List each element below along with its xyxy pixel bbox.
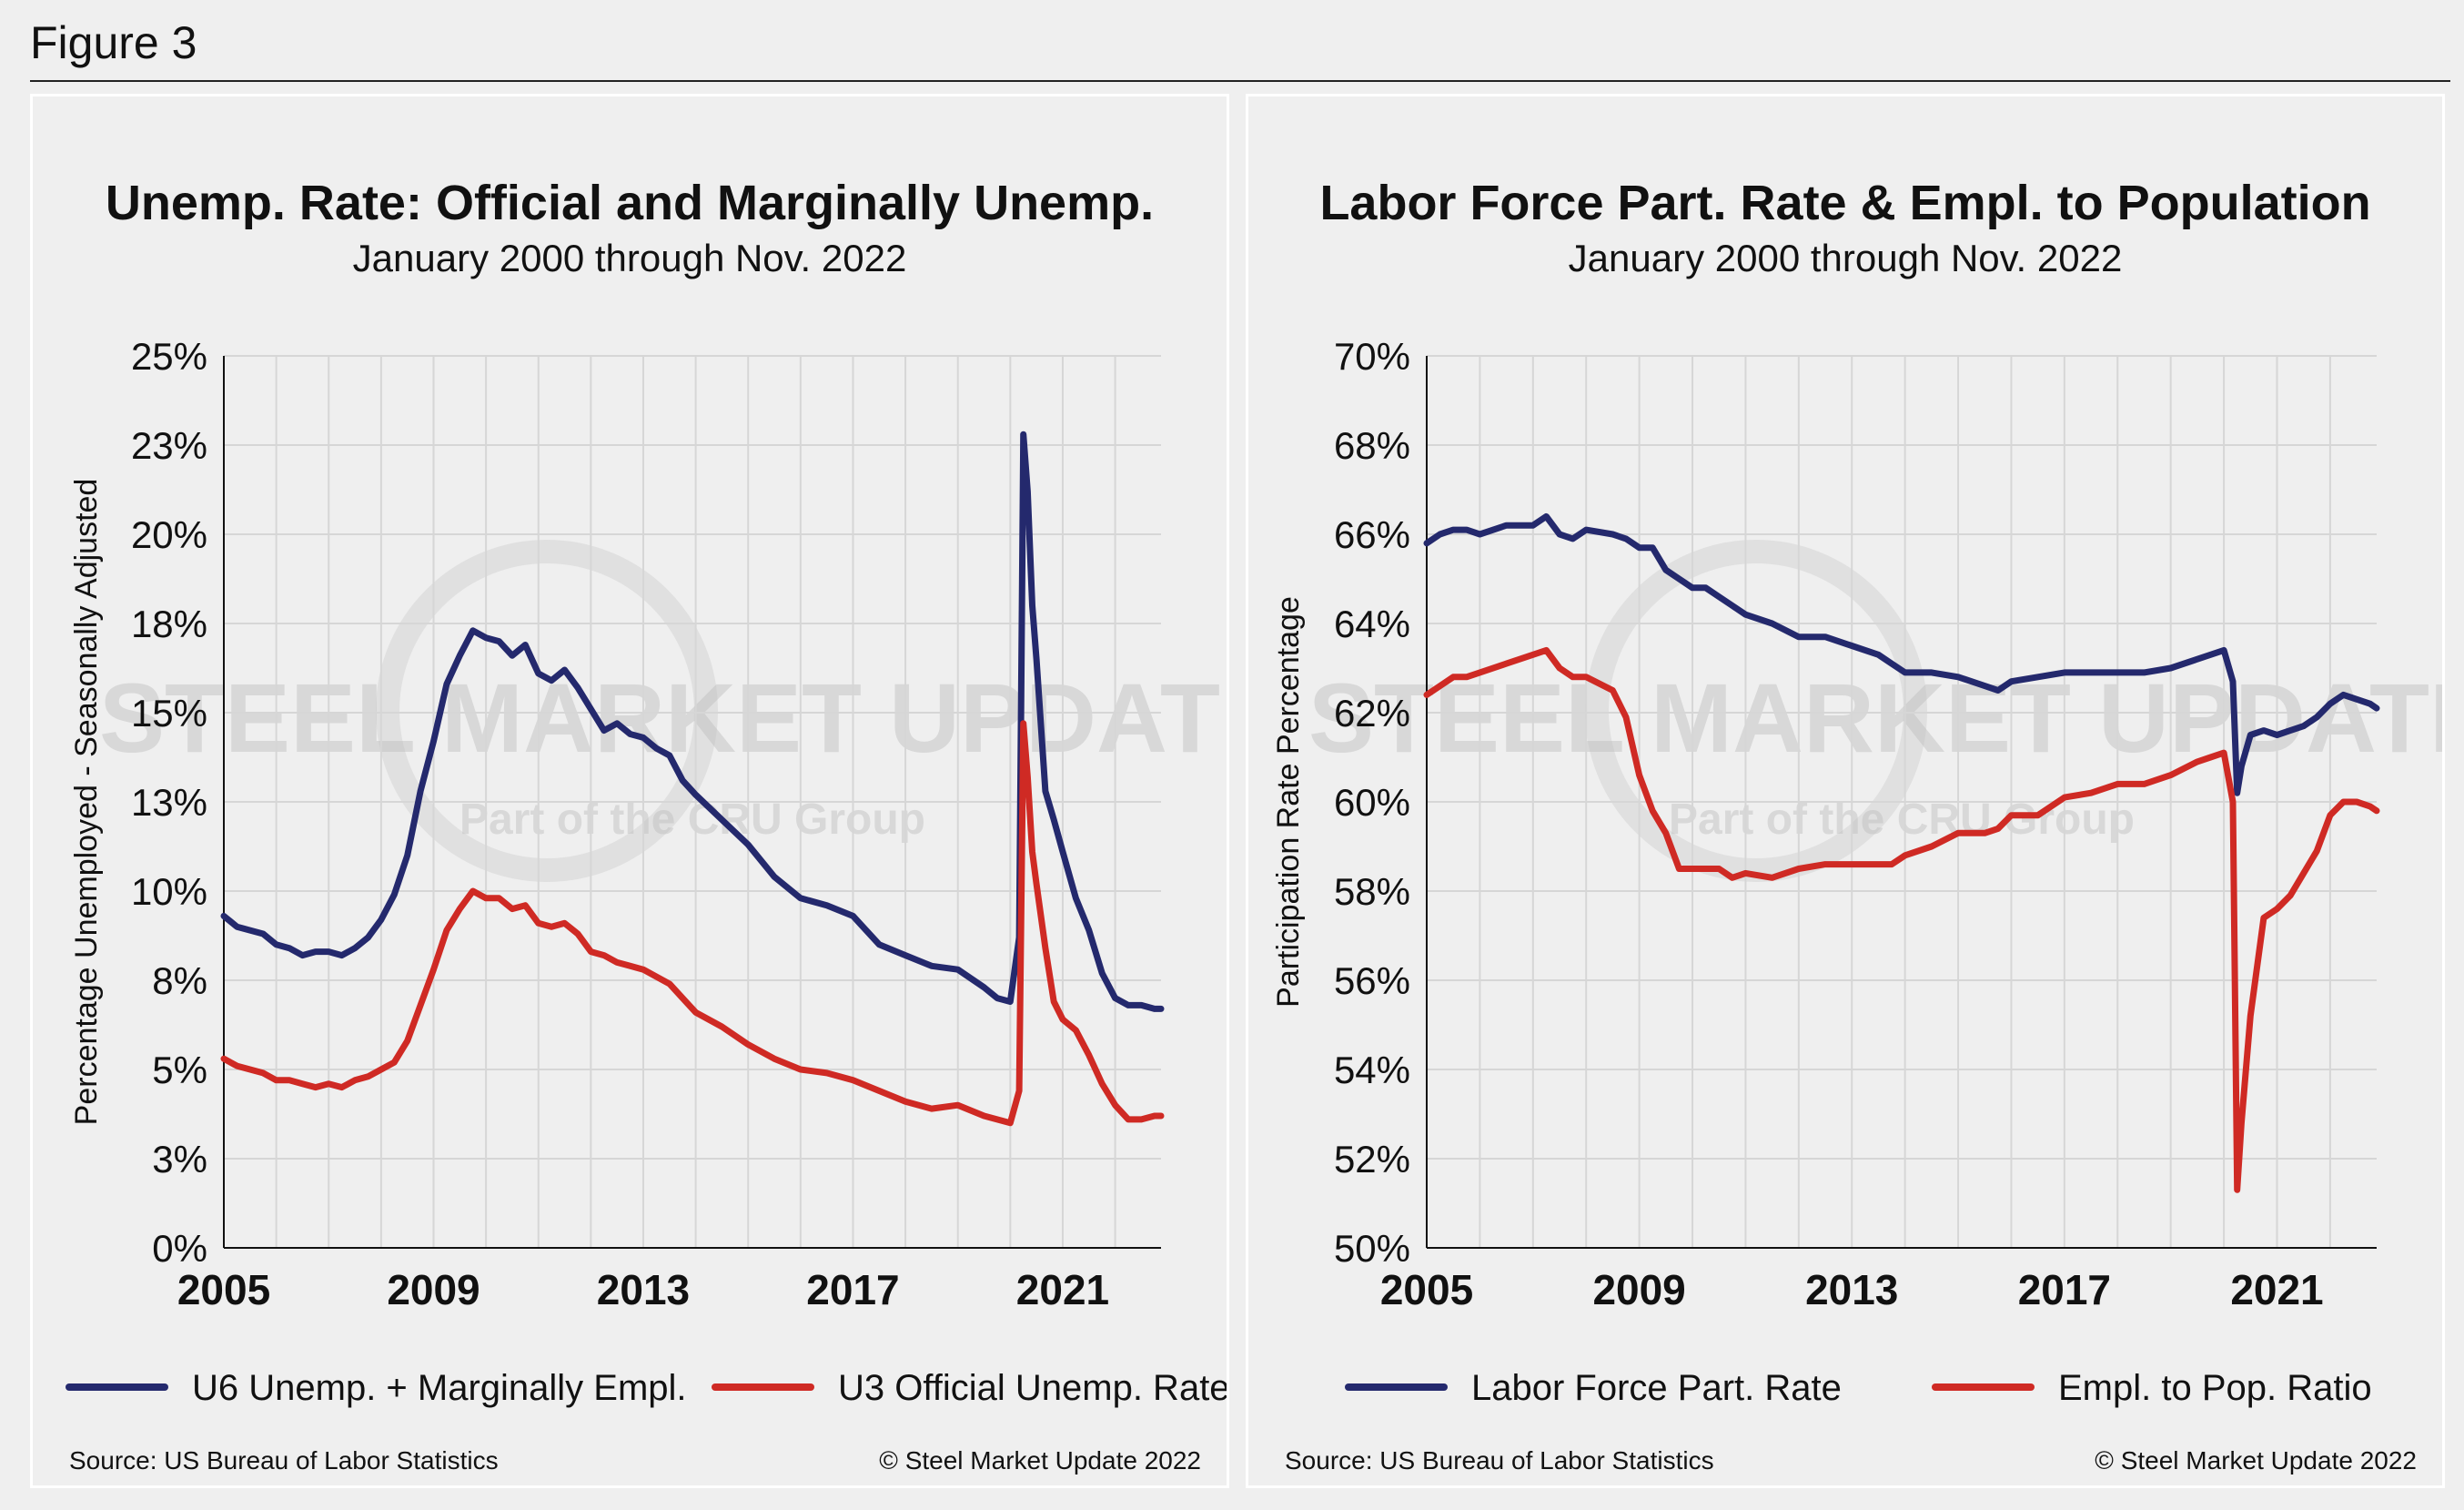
y-tick-label: 15% [131,692,207,735]
y-tick-label: 50% [1334,1227,1410,1270]
y-tick-label: 58% [1334,870,1410,913]
chart-panel-unemployment: Unemp. Rate: Official and Marginally Une… [30,94,1229,1488]
y-tick-label: 10% [131,870,207,913]
y-tick-label: 0% [152,1227,207,1270]
legend-label: U3 Official Unemp. Rate [838,1368,1227,1408]
figure-divider [30,80,2450,82]
y-tick-label: 52% [1334,1138,1410,1181]
y-tick-label: 70% [1334,335,1410,378]
copyright-note: © Steel Market Update 2022 [2095,1446,2417,1475]
watermark-tagline: Part of the CRU Group [459,796,925,844]
y-tick-label: 54% [1334,1049,1410,1091]
series-line-secondary [220,720,1165,1127]
copyright-note: © Steel Market Update 2022 [879,1446,1201,1475]
figure-title: Figure 3 [30,17,197,68]
y-axis-label: Participation Rate Percentage [1271,596,1306,1008]
y-tick-label: 62% [1334,692,1410,735]
chart-subtitle: January 2000 through Nov. 2022 [1569,237,2123,279]
x-tick-label: 2005 [177,1266,270,1313]
x-tick-label: 2021 [2230,1266,2323,1313]
y-tick-label: 23% [131,424,207,467]
x-tick-label: 2005 [1380,1266,1473,1313]
x-tick-label: 2009 [387,1266,480,1313]
y-tick-label: 5% [152,1049,207,1091]
y-axis-label: Percentage Unemployed - Seasonally Adjus… [69,479,104,1126]
watermark-brand: STEEL MARKET UPDATE [99,663,1227,773]
legend-label: U6 Unemp. + Marginally Empl. [192,1368,687,1408]
y-tick-label: 64% [1334,603,1410,645]
legend-label: Empl. to Pop. Ratio [2058,1368,2372,1408]
chart-panel-participation: Labor Force Part. Rate & Empl. to Popula… [1246,94,2445,1488]
y-tick-label: 68% [1334,424,1410,467]
y-tick-label: 66% [1334,513,1410,556]
y-tick-label: 20% [131,513,207,556]
y-tick-label: 8% [152,959,207,1002]
y-tick-label: 13% [131,781,207,824]
series-line-primary [220,431,1165,1012]
legend-label: Labor Force Part. Rate [1471,1368,1842,1408]
chart-subtitle: January 2000 through Nov. 2022 [353,237,907,279]
watermark-logo-ring [1585,540,1927,882]
series-line-secondary [1423,646,2380,1193]
source-note: Source: US Bureau of Labor Statistics [1285,1446,1714,1475]
watermark-brand: STEEL MARKET UPDATE [1308,663,2442,773]
x-tick-label: 2021 [1016,1266,1109,1313]
source-note: Source: US Bureau of Labor Statistics [69,1446,499,1475]
y-tick-label: 60% [1334,781,1410,824]
chart-title: Unemp. Rate: Official and Marginally Une… [106,176,1154,230]
participation-chart: Labor Force Part. Rate & Empl. to Popula… [1271,176,2442,1408]
unemployment-chart: Unemp. Rate: Official and Marginally Une… [66,176,1227,1408]
y-tick-label: 3% [152,1138,207,1181]
series-line-primary [1423,512,2380,796]
x-tick-label: 2009 [1592,1266,1685,1313]
y-tick-label: 25% [131,335,207,378]
x-tick-label: 2017 [806,1266,899,1313]
x-tick-label: 2013 [597,1266,690,1313]
y-tick-label: 56% [1334,959,1410,1002]
y-tick-label: 18% [131,603,207,645]
x-tick-label: 2017 [2018,1266,2111,1313]
x-tick-label: 2013 [1805,1266,1898,1313]
watermark-logo-ring [376,540,718,882]
chart-title: Labor Force Part. Rate & Empl. to Popula… [1319,176,2370,230]
